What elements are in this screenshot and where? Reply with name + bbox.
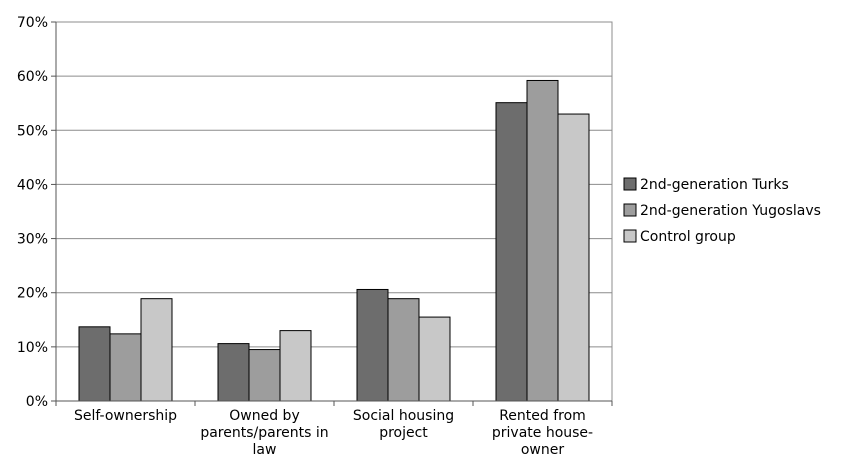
y-tick-label: 0% <box>26 394 48 410</box>
x-category-label-line: Rented from <box>499 408 586 424</box>
legend-swatch <box>623 177 637 191</box>
x-category-label-line: project <box>379 425 428 441</box>
bars <box>78 79 590 402</box>
x-category-label-line: owner <box>521 442 565 458</box>
bar <box>557 113 590 402</box>
x-category-label: Self-ownership <box>74 408 177 424</box>
bar <box>109 333 142 402</box>
legend-label: 2nd-generation Yugoslavs <box>640 203 821 219</box>
x-category-label: Social housing project <box>353 408 454 441</box>
bar <box>140 298 173 402</box>
bar <box>356 288 389 402</box>
y-tick-label: 10% <box>17 340 48 356</box>
bar <box>495 102 528 402</box>
x-category-label-line: Self-ownership <box>74 408 177 424</box>
x-category-label-line: law <box>253 442 277 458</box>
legend: 2nd-generation Turks 2nd-generation Yugos… <box>623 177 821 245</box>
bar <box>279 330 312 402</box>
x-category-labels: Self-ownership Owned by parents/parents in… <box>74 408 593 458</box>
y-tick-labels: 0% 10% 20% 30% 40% 50% 60% 70% <box>17 15 48 410</box>
legend-swatch <box>623 203 637 217</box>
legend-swatch <box>623 229 637 243</box>
bar <box>387 298 420 402</box>
x-category-label-line: parents/parents in <box>200 425 328 441</box>
bar <box>418 316 451 402</box>
x-category-label-line: Owned by <box>229 408 299 424</box>
y-tick-label: 70% <box>17 15 48 31</box>
bar <box>217 343 250 402</box>
x-category-label-line: private house- <box>492 425 593 441</box>
y-tick-label: 20% <box>17 286 48 302</box>
y-tick-label: 60% <box>17 69 48 85</box>
x-category-label: Owned by parents/parents in law <box>200 408 328 458</box>
x-category-label: Rented from private house-owner <box>492 408 593 458</box>
bar <box>248 349 281 402</box>
axes <box>51 21 613 406</box>
y-tick-label: 50% <box>17 123 48 139</box>
y-tick-label: 40% <box>17 177 48 193</box>
legend-label: Control group <box>640 229 736 245</box>
bar <box>526 79 559 402</box>
y-tick-label: 30% <box>17 232 48 248</box>
legend-label: 2nd-generation Turks <box>640 177 789 193</box>
bar <box>78 326 111 402</box>
x-category-label-line: Social housing <box>353 408 454 424</box>
